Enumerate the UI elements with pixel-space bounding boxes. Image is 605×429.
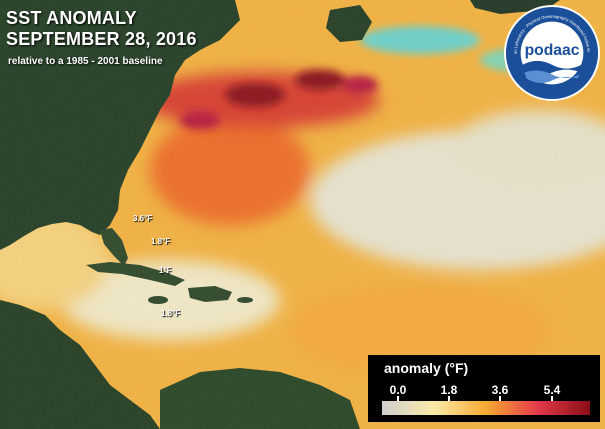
legend-tick-5-4: 5.4: [543, 383, 561, 397]
legend-tick-0-0: 0.0: [389, 383, 407, 397]
legend-mark-5-4: [551, 396, 553, 401]
isotherm-label-1: 1°F: [159, 266, 172, 275]
title-block: SST ANOMALY SEPTEMBER 28, 2016 relative …: [6, 8, 197, 67]
logo-wave-2: [524, 70, 580, 83]
anomaly-legend: anomaly (°F) 0.0 1.8 3.6 5.4: [368, 355, 600, 422]
logo-wordmark: podaac: [525, 42, 580, 59]
legend-mark-1-8: [448, 396, 450, 401]
map-title: SST ANOMALY: [6, 8, 137, 28]
legend-tick-1-8: 1.8: [440, 383, 458, 397]
isotherm-label-1-8-south: 1.8°F: [161, 309, 181, 318]
baseline-subtitle: relative to a 1985 - 2001 baseline: [8, 56, 163, 67]
legend-mark-3-6: [499, 396, 501, 401]
isotherm-label-1-8-north: 1.8°F: [151, 237, 171, 246]
legend-title: anomaly (°F): [384, 360, 469, 376]
legend-tick-3-6: 3.6: [491, 383, 509, 397]
podaac-logo: podaac Jet Propulsion Laboratory · Physi…: [503, 4, 601, 102]
legend-mark-0-0: [397, 396, 399, 401]
legend-color-bar: [382, 401, 590, 415]
map-date: SEPTEMBER 28, 2016: [6, 29, 197, 49]
isotherm-label-3-6: 3.6°F: [133, 214, 153, 223]
